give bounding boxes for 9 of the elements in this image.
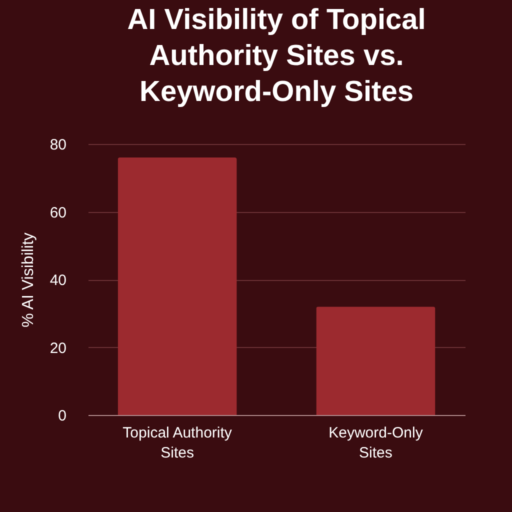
y-tick-label: 40 xyxy=(50,272,66,289)
chart-title: AI Visibility of Topical Authority Sites vs. Keyword-Only Sites xyxy=(127,4,426,108)
y-tick-label: 60 xyxy=(50,204,66,222)
y-tick-label: 20 xyxy=(50,340,66,357)
y-axis-title: % AI Visibility xyxy=(20,232,37,328)
y-tick-label: 0 xyxy=(58,408,66,424)
x-tick-label: Topical Authority Sites xyxy=(122,424,232,462)
x-tick-label: Keyword-Only Sites xyxy=(328,424,424,462)
y-tick-label: 80 xyxy=(50,136,66,154)
